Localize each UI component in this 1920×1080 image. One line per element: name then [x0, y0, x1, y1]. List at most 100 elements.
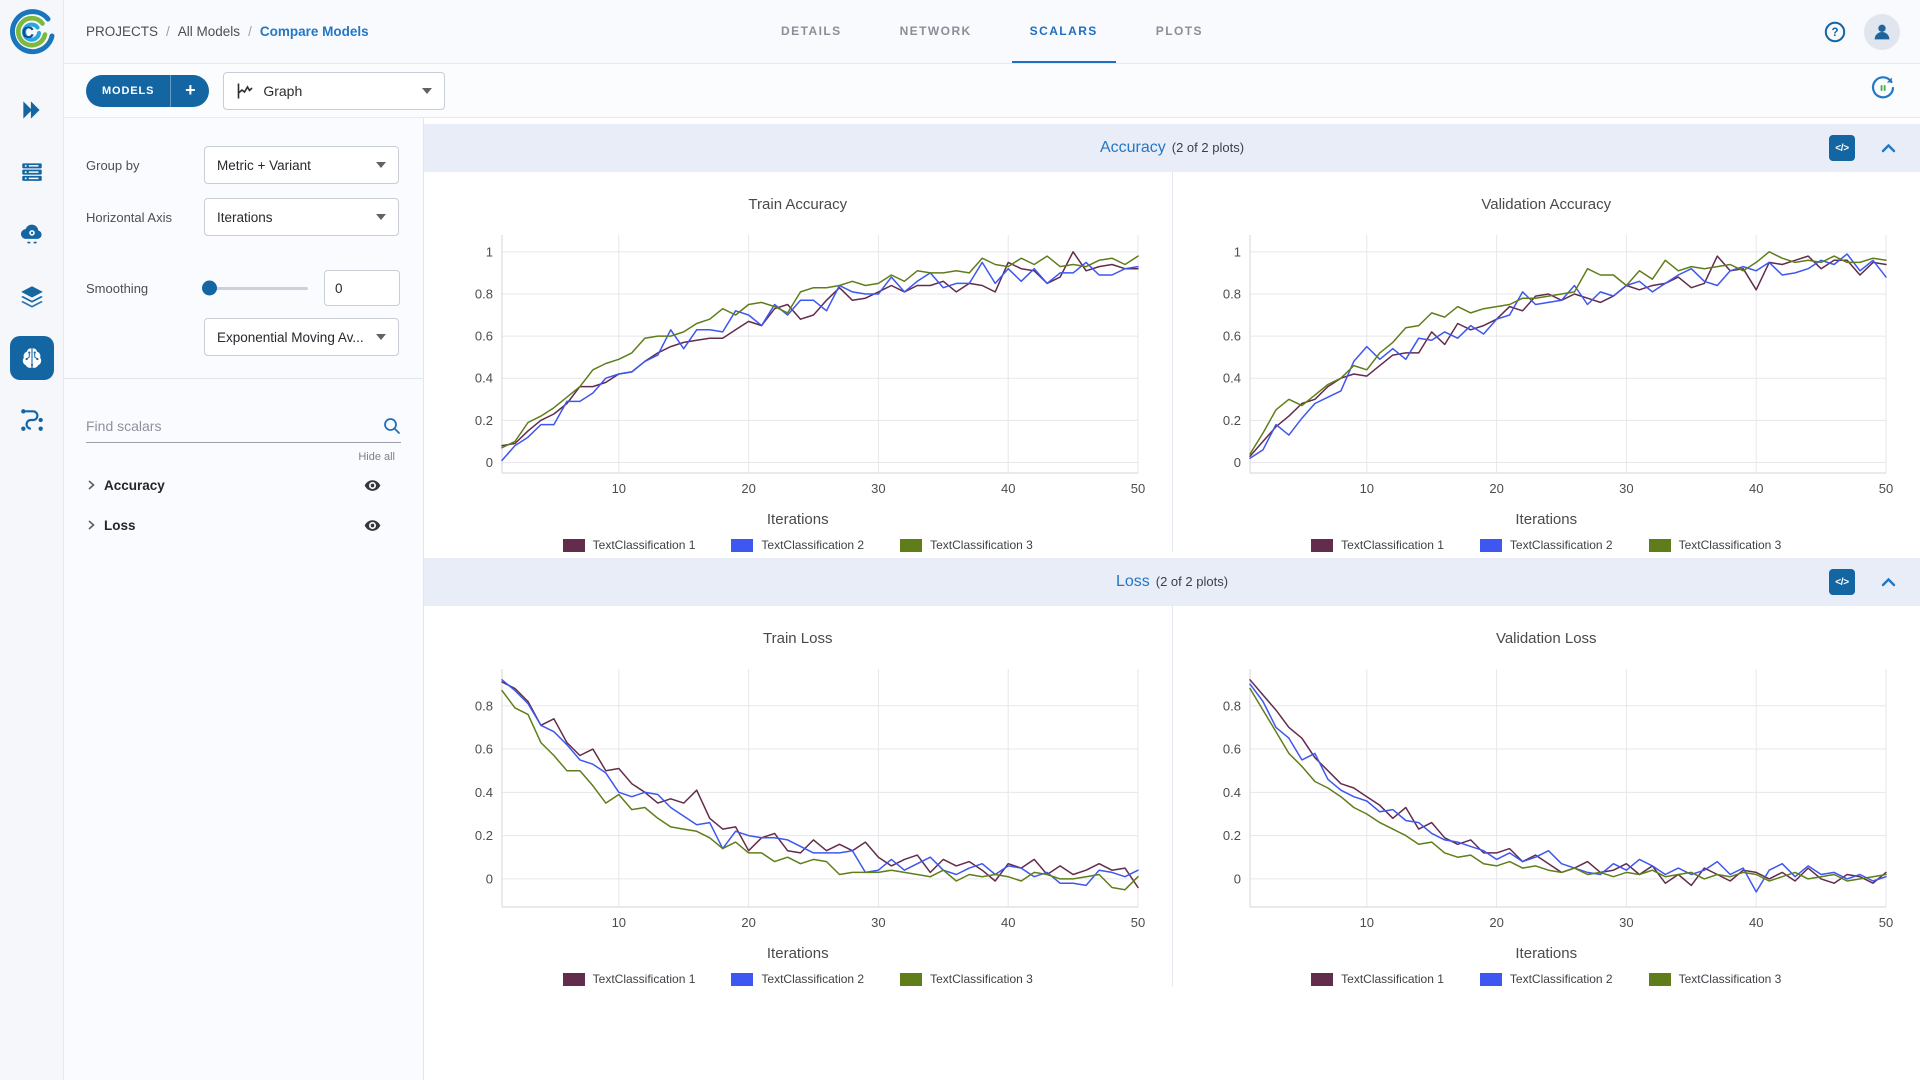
legend-item[interactable]: TextClassification 3 — [1648, 972, 1781, 986]
scalar-group-accuracy[interactable]: Accuracy — [64, 465, 423, 505]
rail-item-dashboard[interactable] — [10, 150, 54, 194]
workers-icon — [20, 224, 42, 244]
chart-xlabel: Iterations — [1515, 945, 1578, 962]
horizontal-axis-label: Horizontal Axis — [86, 209, 172, 225]
group-by-label: Group by — [86, 157, 140, 173]
chart-title: Train Accuracy — [748, 196, 848, 213]
clearml-logo-icon[interactable]: C — [8, 8, 56, 56]
panel-divider — [64, 378, 423, 379]
legend-item[interactable]: TextClassification 3 — [900, 538, 1033, 552]
breadcrumb-separator: / — [248, 24, 252, 39]
svg-text:0.8: 0.8 — [1223, 698, 1241, 713]
help-icon[interactable]: ? — [1824, 21, 1846, 43]
legend-item[interactable]: TextClassification 2 — [1479, 972, 1613, 986]
legend-swatch — [1648, 538, 1671, 552]
smoothing-method-select[interactable]: Exponential Moving Av... — [204, 318, 399, 356]
legend-item[interactable]: TextClassification 1 — [1311, 972, 1444, 986]
breadcrumb-all-models[interactable]: All Models — [177, 24, 241, 39]
svg-text:0: 0 — [486, 871, 493, 886]
svg-text:1: 1 — [486, 244, 493, 259]
tab-details[interactable]: DETAILS — [781, 23, 842, 38]
svg-text:30: 30 — [1619, 915, 1633, 930]
svg-text:30: 30 — [871, 481, 885, 496]
legend-label: TextClassification 3 — [1678, 538, 1782, 552]
smoothing-slider-handle[interactable] — [202, 280, 217, 296]
button-divider — [170, 74, 172, 107]
breadcrumb-compare-models[interactable]: Compare Models — [259, 24, 369, 39]
legend-item[interactable]: TextClassification 3 — [900, 972, 1033, 986]
svg-text:0: 0 — [1234, 871, 1241, 886]
models-split-button[interactable]: MODELS + — [86, 74, 210, 107]
collapse-section-icon[interactable] — [1881, 143, 1896, 153]
svg-text:0.8: 0.8 — [475, 698, 493, 713]
svg-text:?: ? — [1831, 27, 1838, 39]
legend-swatch — [1479, 538, 1502, 552]
svg-text:50: 50 — [1131, 481, 1145, 496]
chart-canvas[interactable]: 0 0.2 0.4 0.6 0.8 1 10 20 30 40 50 — [448, 221, 1148, 507]
svg-text:50: 50 — [1879, 481, 1893, 496]
collapse-section-icon[interactable] — [1881, 577, 1896, 587]
legend-item[interactable]: TextClassification 1 — [562, 972, 696, 986]
tab-network[interactable]: NETWORK — [899, 23, 972, 38]
legend-label: TextClassification 1 — [592, 538, 696, 552]
eye-icon[interactable] — [364, 519, 381, 532]
svg-text:0: 0 — [486, 455, 493, 470]
legend-label: TextClassification 1 — [592, 972, 696, 986]
rail-item-models[interactable] — [9, 336, 54, 380]
legend-item[interactable]: TextClassification 1 — [1311, 538, 1444, 552]
chevron-down-icon — [376, 162, 386, 168]
chart-legend: TextClassification 1 TextClassification 2… — [1311, 538, 1781, 552]
svg-text:40: 40 — [1749, 915, 1763, 930]
eye-icon[interactable] — [364, 479, 381, 492]
code-icon[interactable]: </> — [1829, 135, 1855, 161]
tab-plots[interactable]: PLOTS — [1155, 23, 1203, 38]
svg-text:0.4: 0.4 — [475, 371, 493, 386]
models-button-label[interactable]: MODELS — [102, 84, 155, 97]
legend-label: TextClassification 2 — [1509, 972, 1613, 986]
add-model-button[interactable]: + — [185, 80, 196, 100]
chart-canvas[interactable]: 0 0.2 0.4 0.6 0.8 1 10 20 30 40 50 — [1196, 221, 1896, 507]
svg-text:10: 10 — [1360, 915, 1374, 930]
svg-text:40: 40 — [1001, 915, 1015, 930]
legend-item[interactable]: TextClassification 1 — [562, 538, 696, 552]
svg-text:30: 30 — [1619, 481, 1633, 496]
search-icon[interactable] — [383, 417, 401, 435]
legend-item[interactable]: TextClassification 2 — [731, 972, 864, 986]
svg-text:20: 20 — [741, 915, 755, 930]
find-scalars-input[interactable] — [86, 418, 383, 434]
chart-canvas[interactable]: 0 0.2 0.4 0.6 0.8 10 20 30 40 50 — [448, 655, 1148, 941]
chart-xlabel: Iterations — [766, 945, 829, 962]
legend-item[interactable]: TextClassification 2 — [1479, 538, 1613, 552]
svg-text:0.6: 0.6 — [475, 742, 493, 757]
chevron-right-icon — [88, 520, 95, 530]
view-type-select[interactable]: Graph — [223, 71, 446, 110]
chevron-down-icon — [376, 334, 386, 340]
rail-item-pipelines[interactable] — [10, 398, 54, 442]
svg-text:C: C — [21, 23, 33, 42]
rail-item-workers[interactable] — [10, 212, 54, 256]
rail-item-datasets[interactable] — [10, 274, 54, 318]
hide-all-button[interactable]: Hide all — [358, 451, 395, 463]
breadcrumb-separator: / — [166, 24, 170, 39]
auto-refresh-icon[interactable] — [1868, 73, 1898, 103]
legend-item[interactable]: TextClassification 2 — [731, 538, 864, 552]
legend-label: TextClassification 2 — [1509, 538, 1613, 552]
horizontal-axis-select[interactable]: Iterations — [204, 198, 399, 236]
legend-item[interactable]: TextClassification 3 — [1648, 538, 1782, 552]
code-icon[interactable]: </> — [1829, 569, 1855, 595]
chart-canvas[interactable]: 0 0.2 0.4 0.6 0.8 10 20 30 40 50 — [1196, 655, 1896, 941]
tab-bar: DETAILS NETWORK SCALARS PLOTS — [763, 0, 1221, 63]
user-avatar[interactable] — [1864, 13, 1900, 50]
smoothing-method-value: Exponential Moving Av... — [217, 329, 364, 345]
breadcrumb-projects[interactable]: PROJECTS — [86, 24, 159, 39]
smoothing-value-input[interactable] — [324, 270, 400, 306]
svg-text:40: 40 — [1001, 481, 1015, 496]
smoothing-label: Smoothing — [86, 280, 149, 296]
smoothing-slider[interactable] — [202, 280, 308, 296]
chart-panel-train-loss: Train Loss 0 0.2 0.4 0.6 0.8 10 20 30 40 50 Itera… — [424, 606, 1173, 986]
scalar-group-loss[interactable]: Loss — [64, 505, 423, 545]
group-by-select[interactable]: Metric + Variant — [204, 146, 399, 184]
tab-scalars[interactable]: SCALARS — [1011, 0, 1116, 63]
rail-item-projects[interactable] — [10, 88, 54, 132]
